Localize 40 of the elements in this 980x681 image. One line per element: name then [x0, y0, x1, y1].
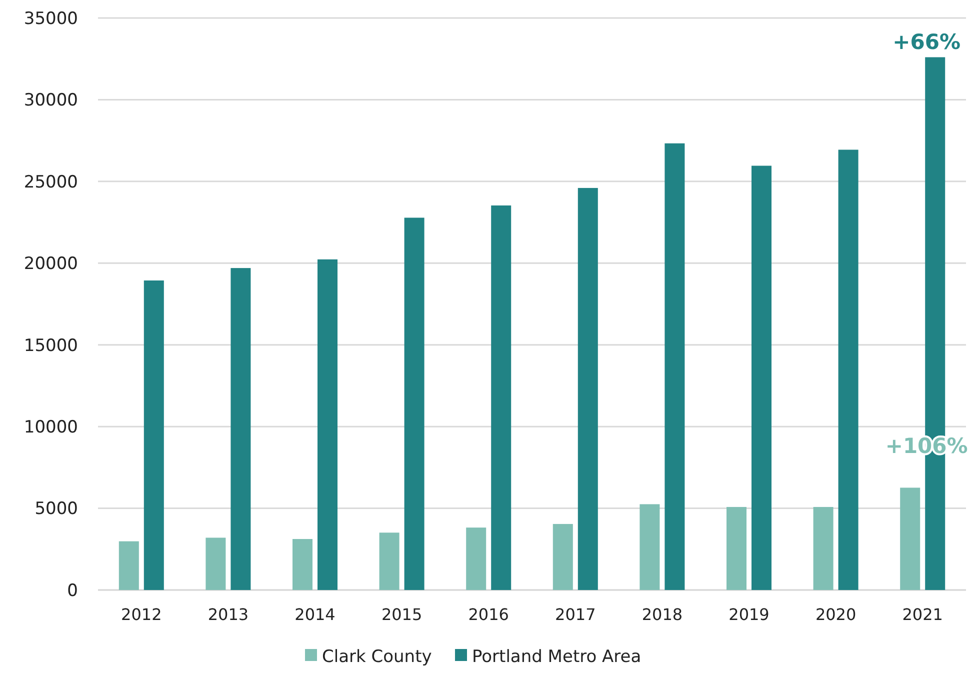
bar	[292, 539, 312, 590]
bar	[838, 150, 858, 590]
x-tick-label: 2016	[468, 605, 509, 624]
x-tick-label: 2017	[555, 605, 596, 624]
y-tick-label: 25000	[24, 172, 78, 192]
x-tick-label: 2015	[381, 605, 422, 624]
bar	[578, 188, 598, 590]
bar	[144, 280, 164, 590]
bar	[318, 259, 338, 590]
x-tick-label: 2013	[208, 605, 249, 624]
legend-label: Clark County	[322, 646, 432, 667]
y-tick-label: 20000	[24, 254, 78, 274]
y-tick-label: 15000	[24, 336, 78, 356]
x-tick-label: 2020	[815, 605, 856, 624]
y-tick-label: 10000	[24, 418, 78, 438]
x-tick-label: 2018	[642, 605, 683, 624]
bar	[664, 143, 685, 590]
bar	[466, 528, 486, 590]
bar	[379, 532, 400, 590]
bar	[206, 538, 226, 590]
x-tick-label: 2021	[902, 605, 943, 624]
bar	[118, 541, 139, 590]
bar	[752, 166, 772, 590]
bar	[813, 506, 834, 590]
bar	[552, 524, 573, 590]
x-tick-label: 2012	[121, 605, 162, 624]
y-tick-label: 30000	[24, 90, 78, 111]
bar	[491, 205, 512, 590]
bar	[404, 218, 424, 590]
bar	[900, 488, 920, 590]
bar	[230, 268, 251, 590]
legend-label: Portland Metro Area	[472, 646, 642, 667]
y-tick-label: 35000	[24, 8, 78, 29]
bar	[726, 506, 746, 590]
y-tick-label: 0	[67, 580, 78, 601]
x-tick-label: 2014	[294, 605, 336, 624]
bar	[640, 504, 660, 590]
y-tick-label: 5000	[34, 499, 78, 520]
annotation: +66%	[892, 30, 961, 54]
x-tick-label: 2019	[728, 605, 770, 624]
